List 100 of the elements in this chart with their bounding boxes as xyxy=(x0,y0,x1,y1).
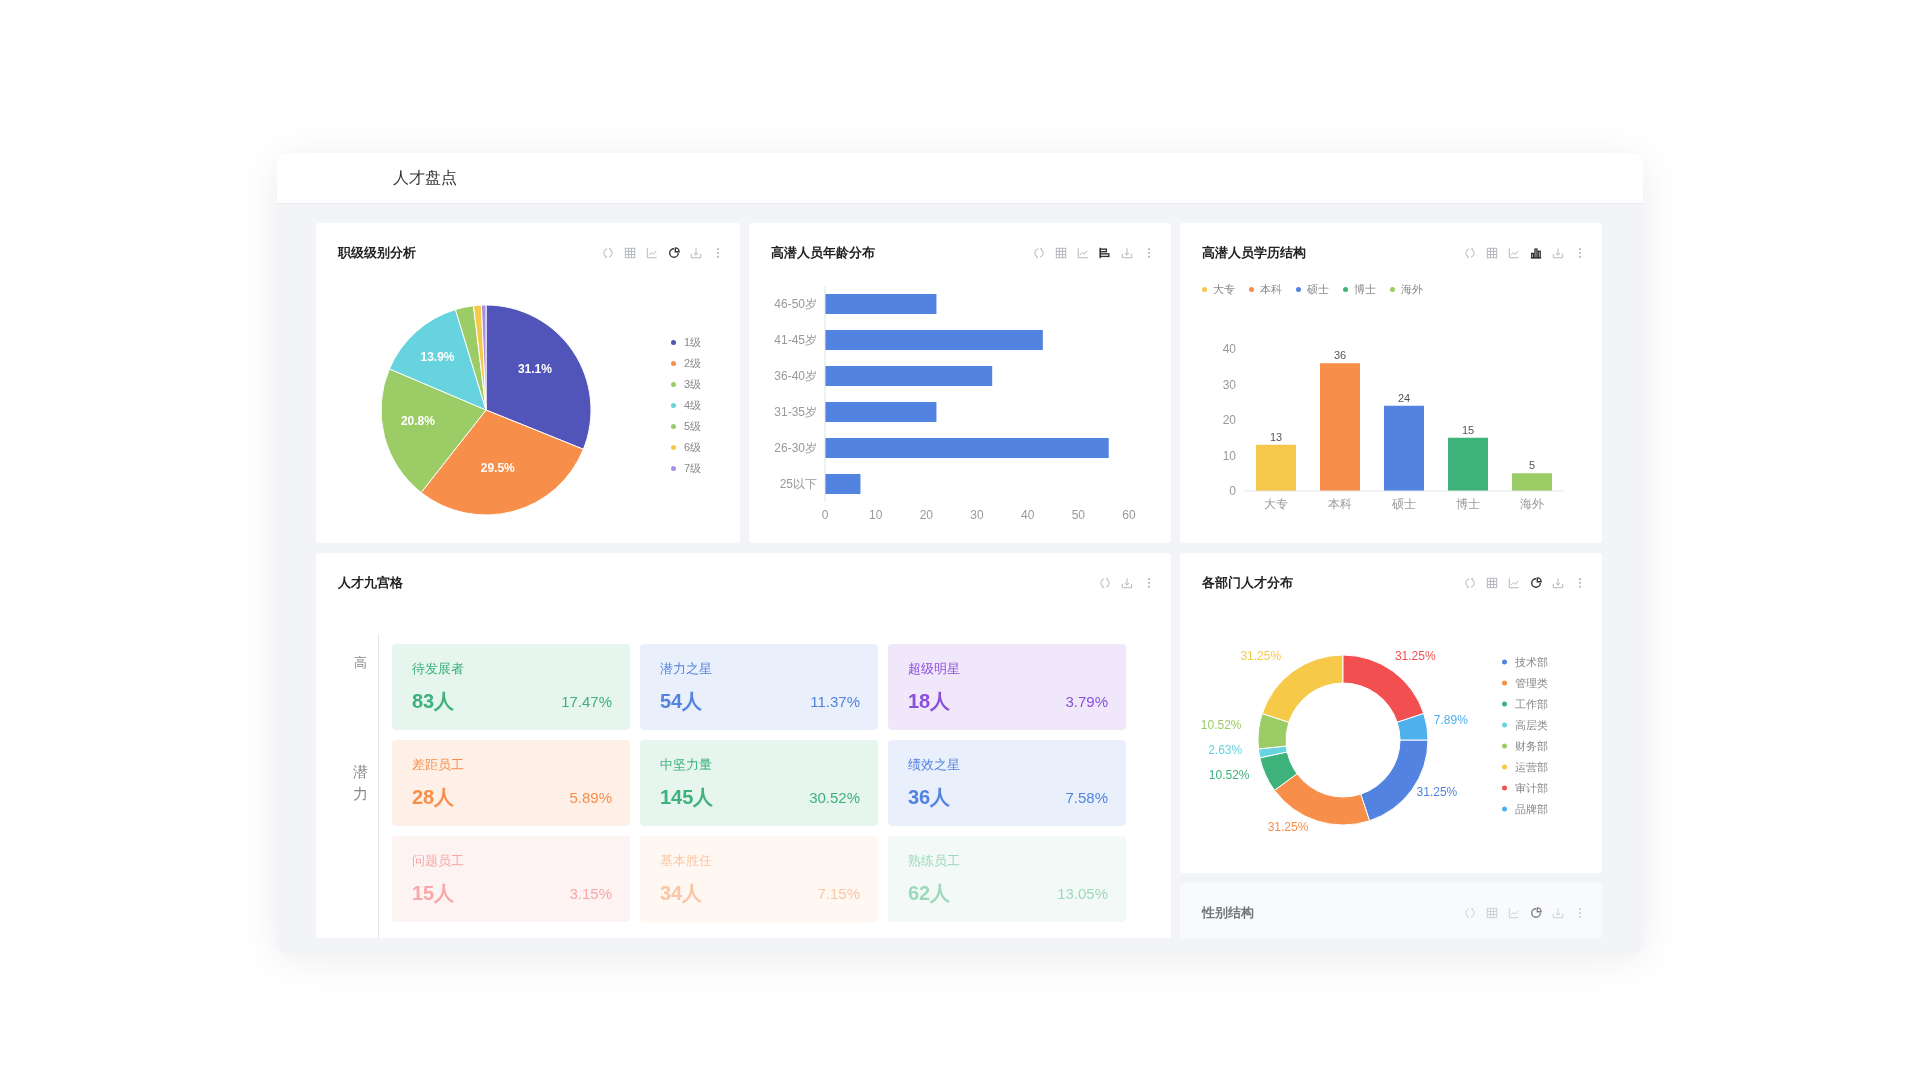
y-tick-label: 40 xyxy=(1222,342,1237,357)
text: 30.52% xyxy=(809,789,860,806)
data-label: 24 xyxy=(1397,391,1411,404)
data-label: 29.5% xyxy=(480,460,516,475)
chart-title: 高潜人员学历结构 xyxy=(1202,245,1306,260)
legend-label: 审计部 xyxy=(1515,780,1548,795)
chart-title: 职级级别分析 xyxy=(338,245,416,260)
bar xyxy=(825,438,1109,458)
text: 145人 xyxy=(660,786,714,808)
text: 17.47% xyxy=(561,693,612,710)
y-tick-label: 30 xyxy=(1222,377,1237,392)
x-tick-label: 40 xyxy=(1020,507,1035,522)
y-tick-label: 0 xyxy=(1229,484,1237,499)
legend-label: 财务部 xyxy=(1515,738,1548,753)
text: 人才九宫格 xyxy=(338,575,403,590)
data-label: 31.25% xyxy=(1394,649,1436,664)
text: 36人 xyxy=(908,786,951,808)
legend-label: 海外 xyxy=(1401,281,1423,297)
data-label: 31.1% xyxy=(517,361,553,376)
text: 高 xyxy=(353,655,367,670)
legend-label: 工作部 xyxy=(1515,696,1548,711)
text: 熟练员工 xyxy=(908,853,960,868)
x-tick-label: 10 xyxy=(868,507,883,522)
legend-label: 3级 xyxy=(684,376,702,392)
text: 问题员工 xyxy=(412,853,464,868)
legend-label: 运营部 xyxy=(1515,759,1548,774)
y-tick-label: 31-35岁 xyxy=(774,405,817,420)
legend-label: 博士 xyxy=(1354,281,1376,297)
y-tick-label: 10 xyxy=(1222,448,1237,463)
y-tick-label: 36-40岁 xyxy=(774,369,817,384)
y-tick-label: 25以下 xyxy=(779,477,817,492)
data-label: 7.89% xyxy=(1433,712,1469,727)
x-tick-label: 20 xyxy=(919,507,934,522)
legend-label: 4级 xyxy=(684,397,702,413)
data-label: 10.52% xyxy=(1208,767,1250,782)
data-label: 31.25% xyxy=(1416,784,1458,799)
x-tick-label: 海外 xyxy=(1520,496,1544,511)
y-tick-label: 20 xyxy=(1222,413,1237,428)
text: 超级明星 xyxy=(908,661,960,676)
text: 差距员工 xyxy=(412,757,464,772)
x-tick-label: 博士 xyxy=(1456,496,1480,511)
data-label: 15 xyxy=(1461,423,1475,436)
legend-label: 技术部 xyxy=(1515,654,1548,669)
text: 人才盘点 xyxy=(393,169,457,186)
text: 绩效之星 xyxy=(908,757,960,772)
x-tick-label: 50 xyxy=(1071,507,1086,522)
data-label: 31.25% xyxy=(1267,820,1309,835)
data-label: 20.8% xyxy=(400,414,436,429)
text: 5.89% xyxy=(569,789,612,806)
x-tick-label: 0 xyxy=(821,507,829,522)
text: 基本胜任 xyxy=(660,853,712,868)
y-tick-label: 46-50岁 xyxy=(774,297,817,312)
text: 15人 xyxy=(412,882,455,904)
data-label: 5 xyxy=(1528,459,1536,472)
text: 7.58% xyxy=(1065,789,1108,806)
data-label: 10.52% xyxy=(1200,717,1242,732)
data-label: 13 xyxy=(1269,430,1283,443)
text: 62人 xyxy=(908,882,951,904)
legend-label: 硕士 xyxy=(1307,281,1329,297)
bar xyxy=(825,366,993,386)
text: 3.79% xyxy=(1065,693,1108,710)
bar xyxy=(825,402,937,422)
legend-label: 高层类 xyxy=(1515,717,1548,732)
x-tick-label: 本科 xyxy=(1328,496,1352,511)
x-tick-label: 硕士 xyxy=(1391,496,1416,511)
legend-label: 6级 xyxy=(684,439,702,455)
text: 性别结构 xyxy=(1202,905,1254,920)
data-label: 36 xyxy=(1333,349,1347,362)
text: 待发展者 xyxy=(412,661,464,676)
text: 34人 xyxy=(660,882,703,904)
bar xyxy=(825,474,861,494)
text: 18人 xyxy=(908,690,951,712)
data-label: 13.9% xyxy=(420,349,455,364)
legend-label: 管理类 xyxy=(1515,675,1548,690)
text: 28人 xyxy=(412,786,455,808)
data-label: 2.63% xyxy=(1208,743,1243,758)
y-tick-label: 41-45岁 xyxy=(774,333,817,348)
bar xyxy=(825,330,1043,350)
x-tick-label: 30 xyxy=(970,507,984,522)
legend-label: 本科 xyxy=(1260,281,1282,297)
legend-label: 品牌部 xyxy=(1515,801,1548,816)
text: 11.37% xyxy=(810,693,860,710)
data-label: 31.25% xyxy=(1240,649,1282,664)
text: 潜力 xyxy=(352,763,368,802)
legend-label: 1级 xyxy=(684,334,702,350)
text: 潜力之星 xyxy=(660,661,712,676)
chart-title: 高潜人员年龄分布 xyxy=(771,245,875,260)
legend-label: 7级 xyxy=(684,460,702,476)
text: 13.05% xyxy=(1057,885,1108,902)
text: 中坚力量 xyxy=(660,757,712,772)
chart-title: 各部门人才分布 xyxy=(1202,575,1293,590)
text: 83人 xyxy=(412,690,455,712)
bar xyxy=(825,294,937,314)
text: 3.15% xyxy=(569,885,612,902)
x-tick-label: 60 xyxy=(1122,507,1136,522)
legend-label: 大专 xyxy=(1213,281,1235,297)
text: 7.15% xyxy=(817,885,860,902)
legend-label: 2级 xyxy=(684,355,702,371)
text: 54人 xyxy=(660,690,703,712)
x-tick-label: 大专 xyxy=(1264,496,1288,511)
